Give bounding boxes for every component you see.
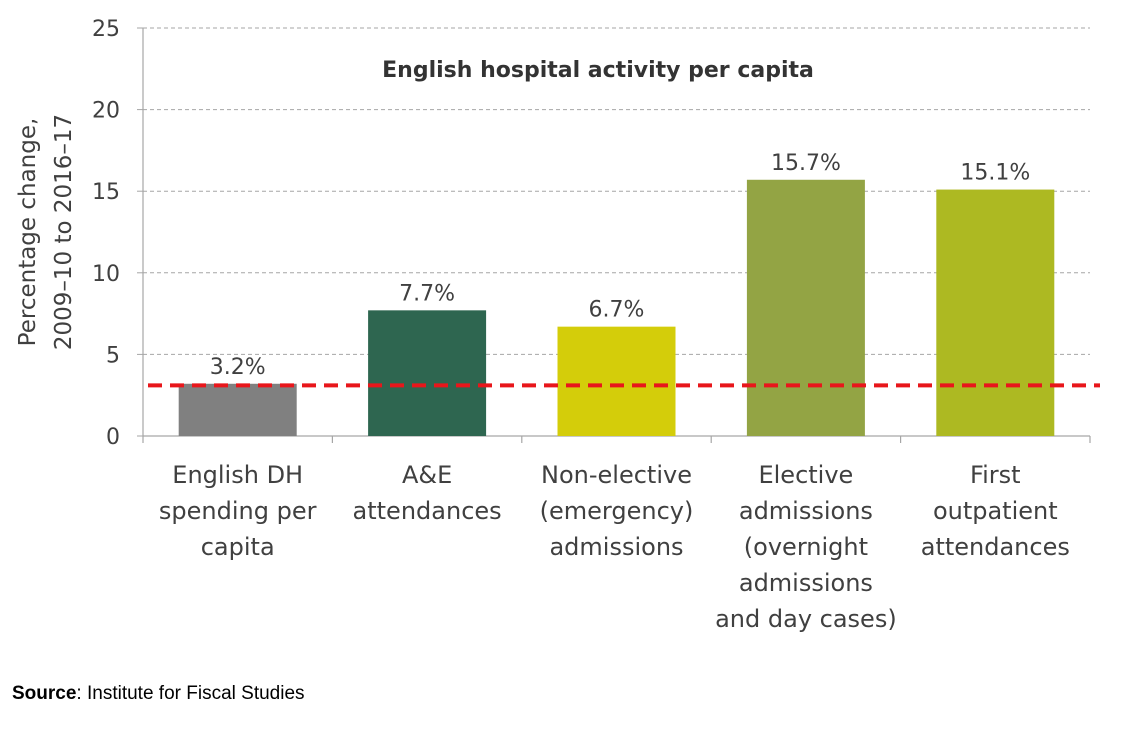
x-category-label: admissions bbox=[739, 497, 873, 525]
x-category-label: attendances bbox=[353, 497, 502, 525]
source-label: Source bbox=[12, 683, 77, 704]
x-category-label: outpatient bbox=[933, 497, 1058, 525]
x-category-label: (overnight bbox=[744, 533, 868, 561]
y-tick-label: 0 bbox=[106, 425, 120, 450]
y-tick-label: 10 bbox=[92, 262, 120, 287]
data-label: 3.2% bbox=[210, 355, 266, 380]
data-label: 6.7% bbox=[589, 298, 645, 323]
source-text: : Institute for Fiscal Studies bbox=[76, 683, 305, 704]
x-category-label: Non-elective bbox=[541, 461, 692, 489]
bar bbox=[178, 383, 297, 436]
x-category-label: capita bbox=[201, 533, 275, 561]
y-tick-label: 25 bbox=[92, 17, 120, 42]
y-tick-label: 15 bbox=[92, 180, 120, 205]
bars bbox=[178, 179, 1055, 436]
y-tick-label: 20 bbox=[92, 99, 120, 124]
x-category-label: admissions bbox=[549, 533, 683, 561]
data-labels: 3.2% 7.7% 6.7% 15.7% 15.1% bbox=[210, 151, 1030, 380]
chart-title: English hospital activity per capita bbox=[382, 58, 814, 83]
x-category-label: and day cases) bbox=[715, 605, 897, 633]
gridlines bbox=[143, 27, 1090, 355]
y-axis-label: Percentage change, 2009–10 to 2016–17 bbox=[15, 114, 77, 350]
bar bbox=[368, 310, 487, 436]
bar bbox=[557, 326, 676, 436]
y-axis-label-line: Percentage change, bbox=[15, 118, 41, 347]
data-label: 15.7% bbox=[771, 151, 841, 176]
x-category-label: admissions bbox=[739, 569, 873, 597]
y-tick-label: 5 bbox=[106, 343, 120, 368]
bar-chart: 0 5 10 15 20 25 3.2% 7.7% 6.7% 15.7% 15.1% Englis… bbox=[15, 17, 1100, 633]
x-category-label: (emergency) bbox=[540, 497, 694, 525]
category-labels: English DH spending per capita A&E attendanc… bbox=[159, 461, 1070, 633]
source-note: Source: Institute for Fiscal Studies bbox=[12, 683, 305, 705]
x-category-label: English DH bbox=[172, 461, 303, 489]
data-label: 15.1% bbox=[960, 161, 1030, 186]
data-label: 7.7% bbox=[399, 281, 455, 306]
x-category-label: spending per bbox=[159, 497, 317, 525]
x-category-label: A&E bbox=[402, 461, 452, 489]
x-category-label: Elective bbox=[758, 461, 853, 489]
x-category-label: attendances bbox=[921, 533, 1070, 561]
x-category-label: First bbox=[970, 461, 1021, 489]
y-axis-label-line: 2009–10 to 2016–17 bbox=[51, 114, 77, 350]
bar bbox=[746, 179, 865, 436]
bar bbox=[936, 189, 1055, 436]
